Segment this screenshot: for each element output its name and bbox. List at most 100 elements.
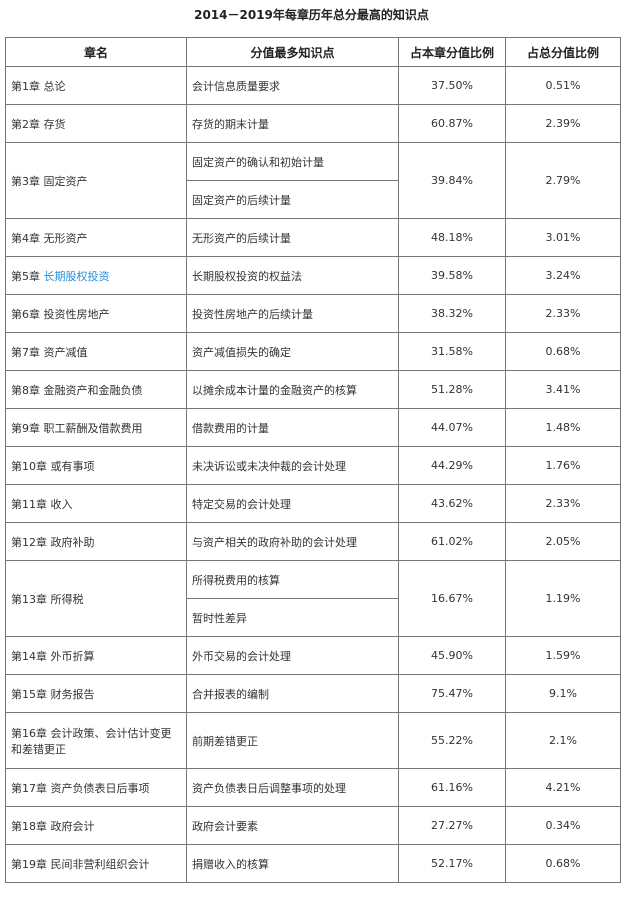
chapter-number: 第9章 [11, 421, 40, 435]
knowledge-point: 长期股权投资的权益法 [186, 256, 399, 295]
chapter-number: 第11章 [11, 497, 47, 511]
chapter-cell: 第1章 总论 [5, 66, 187, 105]
total-ratio: 3.41% [505, 370, 621, 409]
chapter-ratio: 45.90% [398, 636, 506, 675]
chapter-cell: 第14章 外币折算 [5, 636, 187, 675]
header-row: 章名 分值最多知识点 占本章分值比例 占总分值比例 [5, 37, 621, 67]
chapter-ratio: 55.22% [398, 712, 506, 769]
table-row: 第3章 固定资产 固定资产的确认和初始计量 39.84% 2.79% [5, 142, 621, 219]
chapter-number: 第14章 [11, 649, 47, 663]
total-ratio: 2.33% [505, 484, 621, 523]
chapter-number: 第4章 [11, 231, 40, 245]
total-ratio: 2.1% [505, 712, 621, 769]
knowledge-point: 与资产相关的政府补助的会计处理 [186, 522, 399, 561]
knowledge-point: 捐赠收入的核算 [186, 844, 399, 883]
table-row: 第19章 民间非营利组织会计 捐赠收入的核算 52.17% 0.68% [5, 844, 621, 883]
knowledge-point: 未决诉讼或未决仲裁的会计处理 [186, 446, 399, 485]
knowledge-point: 资产负债表日后调整事项的处理 [186, 768, 399, 807]
chapter-cell: 第12章 政府补助 [5, 522, 187, 561]
table-row: 第9章 职工薪酬及借款费用 借款费用的计量 44.07% 1.48% [5, 408, 621, 447]
table-row: 暂时性差异 [6, 598, 621, 637]
total-ratio: 1.76% [505, 446, 621, 485]
chapter-ratio: 39.84% [398, 142, 506, 219]
table-row: 第17章 资产负债表日后事项 资产负债表日后调整事项的处理 61.16% 4.21% [5, 768, 621, 807]
table-row: 第1章 总论 会计信息质量要求 37.50% 0.51% [5, 66, 621, 105]
total-ratio: 0.68% [505, 844, 621, 883]
chapter-number: 第17章 [11, 781, 47, 795]
chapter-number: 第18章 [11, 819, 47, 833]
chapter-number: 第19章 [11, 857, 47, 871]
table-row: 第16章 会计政策、会计估计变更和差错更正 前期差错更正 55.22% 2.1% [5, 712, 621, 769]
chapter-cell: 第3章 固定资产 [5, 142, 187, 219]
total-ratio: 9.1% [505, 674, 621, 713]
knowledge-point: 所得税费用的核算 [186, 560, 399, 599]
table-row: 第12章 政府补助 与资产相关的政府补助的会计处理 61.02% 2.05% [5, 522, 621, 561]
chapter-cell: 第19章 民间非营利组织会计 [5, 844, 187, 883]
chapter-name: 会计政策、会计估计变更和差错更正 [11, 726, 172, 756]
knowledge-point: 暂时性差异 [186, 598, 399, 637]
knowledge-point: 政府会计要素 [186, 806, 399, 845]
chapter-ratio: 31.58% [398, 332, 506, 371]
chapter-cell: 第10章 或有事项 [5, 446, 187, 485]
total-ratio: 2.39% [505, 104, 621, 143]
chapter-ratio: 75.47% [398, 674, 506, 713]
chapter-cell: 第5章 长期股权投资 [5, 256, 187, 295]
chapter-cell: 第17章 资产负债表日后事项 [5, 768, 187, 807]
total-ratio: 2.79% [505, 142, 621, 219]
total-ratio: 1.48% [505, 408, 621, 447]
chapter-ratio: 44.29% [398, 446, 506, 485]
table-row: 第4章 无形资产 无形资产的后续计量 48.18% 3.01% [5, 218, 621, 257]
knowledge-point: 无形资产的后续计量 [186, 218, 399, 257]
table-row: 第14章 外币折算 外币交易的会计处理 45.90% 1.59% [5, 636, 621, 675]
total-ratio: 1.19% [505, 560, 621, 637]
table-row: 第10章 或有事项 未决诉讼或未决仲裁的会计处理 44.29% 1.76% [5, 446, 621, 485]
knowledge-point: 投资性房地产的后续计量 [186, 294, 399, 333]
knowledge-point: 合并报表的编制 [186, 674, 399, 713]
table-row: 第2章 存货 存货的期末计量 60.87% 2.39% [5, 104, 621, 143]
chapter-name: 长期股权投资 [43, 269, 110, 283]
chapter-name: 金融资产和金融负债 [43, 383, 143, 397]
knowledge-table: 章名 分值最多知识点 占本章分值比例 占总分值比例 第1章 总论 会计信息质量要求 37.… [5, 37, 621, 883]
chapter-ratio: 27.27% [398, 806, 506, 845]
knowledge-point: 前期差错更正 [186, 712, 399, 769]
total-ratio: 2.33% [505, 294, 621, 333]
chapter-name: 职工薪酬及借款费用 [43, 421, 143, 435]
chapter-ratio: 61.02% [398, 522, 506, 561]
total-ratio: 3.01% [505, 218, 621, 257]
chapter-name: 收入 [50, 497, 73, 511]
chapter-ratio: 61.16% [398, 768, 506, 807]
chapter-number: 第15章 [11, 687, 47, 701]
total-ratio: 1.59% [505, 636, 621, 675]
chapter-ratio: 44.07% [398, 408, 506, 447]
chapter-number: 第1章 [11, 79, 40, 93]
chapter-ratio: 16.67% [398, 560, 506, 637]
total-ratio: 3.24% [505, 256, 621, 295]
chapter-number: 第10章 [11, 459, 47, 473]
knowledge-point: 借款费用的计量 [186, 408, 399, 447]
header-cell: 章名 [5, 37, 187, 67]
table-row: 第8章 金融资产和金融负债 以摊余成本计量的金融资产的核算 51.28% 3.41% [5, 370, 621, 409]
knowledge-point: 存货的期末计量 [186, 104, 399, 143]
table-row: 第13章 所得税 所得税费用的核算 16.67% 1.19% [5, 560, 621, 637]
chapter-number: 第13章 [11, 592, 47, 606]
knowledge-point: 固定资产的确认和初始计量 [186, 142, 399, 181]
chapter-name: 政府补助 [50, 535, 95, 549]
chapter-cell: 第8章 金融资产和金融负债 [5, 370, 187, 409]
chapter-cell: 第13章 所得税 [5, 560, 187, 637]
chapter-name: 存货 [43, 117, 66, 131]
chapter-number: 第8章 [11, 383, 40, 397]
chapter-cell: 第7章 资产减值 [5, 332, 187, 371]
knowledge-point: 外币交易的会计处理 [186, 636, 399, 675]
table-row: 第15章 财务报告 合并报表的编制 75.47% 9.1% [5, 674, 621, 713]
chapter-name: 政府会计 [50, 819, 95, 833]
chapter-number: 第16章 [11, 726, 47, 740]
chapter-name: 资产负债表日后事项 [50, 781, 150, 795]
chapter-number: 第7章 [11, 345, 40, 359]
chapter-number: 第6章 [11, 307, 40, 321]
chapter-number: 第2章 [11, 117, 40, 131]
chapter-name: 或有事项 [50, 459, 95, 473]
chapter-number: 第3章 [11, 174, 40, 188]
chapter-ratio: 39.58% [398, 256, 506, 295]
chapter-cell: 第16章 会计政策、会计估计变更和差错更正 [5, 712, 187, 769]
chapter-name: 财务报告 [50, 687, 95, 701]
